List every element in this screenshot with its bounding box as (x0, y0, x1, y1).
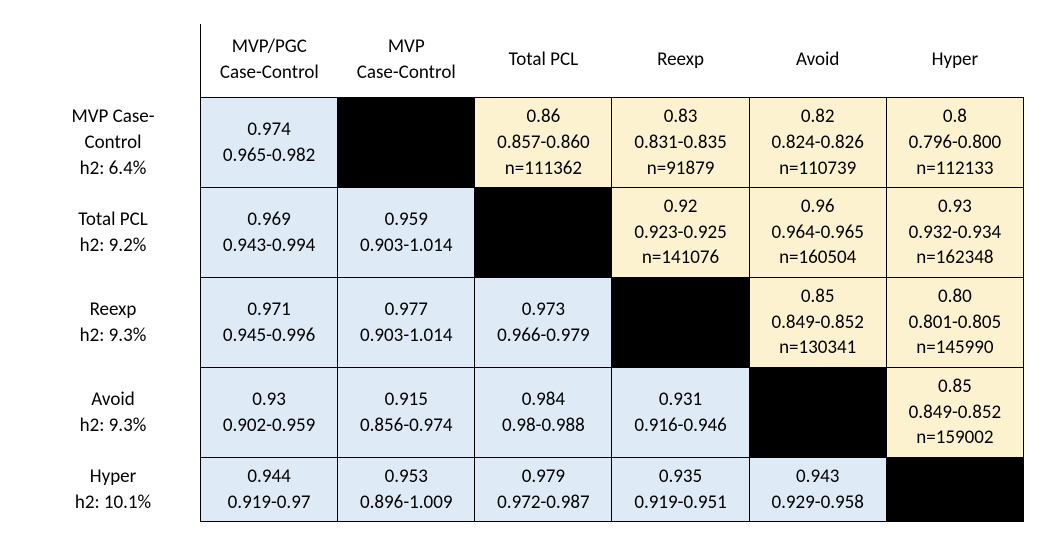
cell-0-5: 0.8 0.796-0.800 n=112133 (886, 98, 1023, 188)
cell-2-2: 0.973 0.966-0.979 (475, 278, 612, 368)
cell-2-3 (612, 278, 749, 368)
table-container: MVP/PGC Case-Control MVP Case-Control To… (0, 0, 1050, 546)
cell-0-4: 0.82 0.824-0.826 n=110739 (749, 98, 886, 188)
cell-3-5: 0.85 0.849-0.852 n=159002 (886, 368, 1023, 458)
col-header-5: Hyper (886, 24, 1023, 98)
cell-0-3: 0.83 0.831-0.835 n=91879 (612, 98, 749, 188)
column-header-row: MVP/PGC Case-Control MVP Case-Control To… (26, 24, 1024, 98)
cell-1-3: 0.92 0.923-0.925 n=141076 (612, 188, 749, 278)
table-row: Avoid h2: 9.3% 0.93 0.902-0.959 0.915 0.… (26, 368, 1024, 458)
col-header-3: Reexp (612, 24, 749, 98)
col-header-2: Total PCL (475, 24, 612, 98)
cell-0-0: 0.974 0.965-0.982 (201, 98, 338, 188)
cell-1-5: 0.93 0.932-0.934 n=162348 (886, 188, 1023, 278)
cell-1-4: 0.96 0.964-0.965 n=160504 (749, 188, 886, 278)
cell-4-3: 0.935 0.919-0.951 (612, 457, 749, 521)
table-row: Reexp h2: 9.3% 0.971 0.945-0.996 0.977 0… (26, 278, 1024, 368)
cell-1-1: 0.959 0.903-1.014 (338, 188, 475, 278)
cell-2-0: 0.971 0.945-0.996 (201, 278, 338, 368)
cell-2-5: 0.80 0.801-0.805 n=145990 (886, 278, 1023, 368)
cell-4-1: 0.953 0.896-1.009 (338, 457, 475, 521)
cell-0-2: 0.86 0.857-0.860 n=111362 (475, 98, 612, 188)
table-row: Hyper h2: 10.1% 0.944 0.919-0.97 0.953 0… (26, 457, 1024, 521)
row-header-2: Reexp h2: 9.3% (26, 278, 201, 368)
cell-4-5 (886, 457, 1023, 521)
row-header-4: Hyper h2: 10.1% (26, 457, 201, 521)
table-row: Total PCL h2: 9.2% 0.969 0.943-0.994 0.9… (26, 188, 1024, 278)
correlation-table: MVP/PGC Case-Control MVP Case-Control To… (26, 24, 1024, 522)
cell-3-3: 0.931 0.916-0.946 (612, 368, 749, 458)
col-header-1: MVP Case-Control (338, 24, 475, 98)
row-header-3: Avoid h2: 9.3% (26, 368, 201, 458)
cell-4-4: 0.943 0.929-0.958 (749, 457, 886, 521)
cell-3-4 (749, 368, 886, 458)
cell-1-0: 0.969 0.943-0.994 (201, 188, 338, 278)
cell-1-2 (475, 188, 612, 278)
col-header-4: Avoid (749, 24, 886, 98)
col-header-0: MVP/PGC Case-Control (201, 24, 338, 98)
cell-4-2: 0.979 0.972-0.987 (475, 457, 612, 521)
cell-0-1 (338, 98, 475, 188)
table-row: MVP Case- Control h2: 6.4% 0.974 0.965-0… (26, 98, 1024, 188)
cell-2-4: 0.85 0.849-0.852 n=130341 (749, 278, 886, 368)
cell-3-0: 0.93 0.902-0.959 (201, 368, 338, 458)
corner-cell (26, 24, 201, 98)
cell-3-1: 0.915 0.856-0.974 (338, 368, 475, 458)
cell-2-1: 0.977 0.903-1.014 (338, 278, 475, 368)
cell-4-0: 0.944 0.919-0.97 (201, 457, 338, 521)
row-header-0: MVP Case- Control h2: 6.4% (26, 98, 201, 188)
cell-3-2: 0.984 0.98-0.988 (475, 368, 612, 458)
row-header-1: Total PCL h2: 9.2% (26, 188, 201, 278)
